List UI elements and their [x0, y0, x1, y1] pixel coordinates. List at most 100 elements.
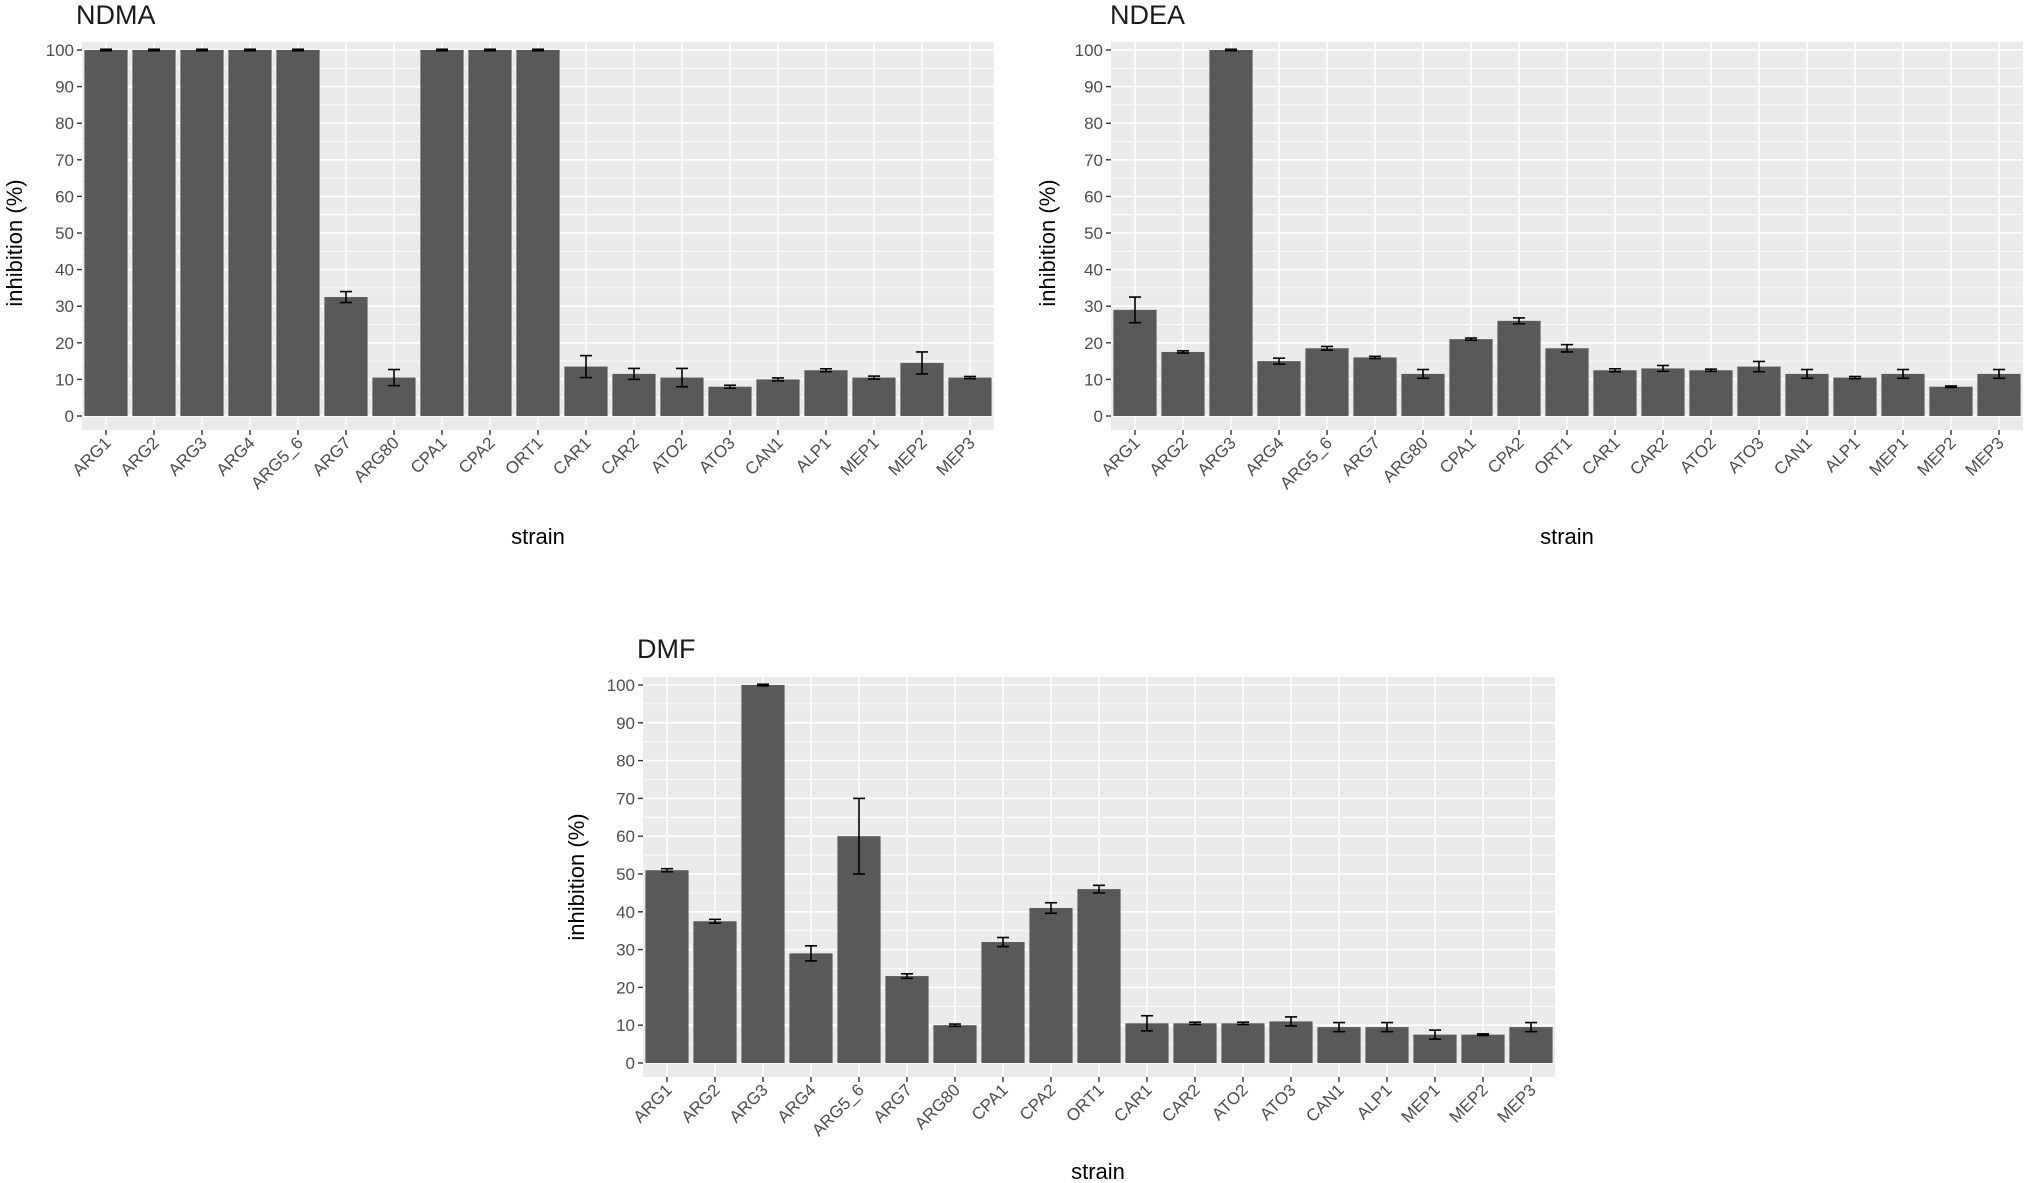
error-bar	[1848, 375, 1862, 380]
bar-cpa1	[981, 942, 1025, 1063]
y-tick-label: 90	[1084, 78, 1103, 97]
y-tick-label: 70	[616, 789, 635, 808]
error-bar	[660, 867, 674, 873]
bar-arg4	[228, 50, 272, 416]
bar-ato3	[1269, 1021, 1313, 1063]
error-bar	[435, 48, 449, 52]
x-tick-label: ATO2	[1208, 1080, 1252, 1124]
bar-ato2	[1689, 370, 1733, 416]
bar-arg4	[789, 953, 833, 1063]
x-tick-label: MEP2	[1446, 1080, 1492, 1126]
x-tick-label: CAR2	[597, 433, 643, 479]
x-tick-label: CAR1	[1110, 1080, 1156, 1126]
error-bar	[1896, 368, 1910, 380]
bar-arg4	[1257, 361, 1301, 416]
x-tick-label: ATO3	[1256, 1080, 1300, 1124]
bar-arg2	[1161, 351, 1205, 416]
bar-can1	[1317, 1027, 1361, 1063]
bar-ato3	[708, 386, 752, 416]
error-bar	[1128, 296, 1142, 324]
bar-arg1	[1113, 309, 1157, 416]
chart-title: NDMA	[76, 0, 156, 30]
error-bar	[531, 48, 545, 52]
bar-mep3	[1509, 1027, 1553, 1063]
bar-alp1	[1833, 377, 1877, 416]
bar-arg7	[1353, 357, 1397, 416]
error-bar	[675, 367, 689, 388]
error-bar	[387, 368, 401, 387]
x-tick-label: CPA2	[1016, 1080, 1060, 1124]
error-bar	[579, 354, 593, 379]
bar-ort1	[516, 50, 560, 416]
error-bar	[915, 351, 929, 375]
error-bar	[996, 936, 1010, 948]
x-tick-label: ALP1	[1821, 433, 1864, 476]
bar-cpa1	[1449, 339, 1493, 416]
bar-cpa2	[1497, 320, 1541, 416]
error-bar	[1320, 345, 1334, 351]
error-bar	[804, 945, 818, 962]
bar-alp1	[804, 370, 848, 416]
bar-can1	[1785, 373, 1829, 416]
error-bar	[147, 48, 161, 52]
bar-arg2	[693, 921, 737, 1063]
x-tick-label: ARG80	[911, 1080, 964, 1133]
error-bar	[1188, 1021, 1202, 1026]
x-tick-label: ARG4	[1242, 433, 1288, 479]
bar-car2	[1641, 368, 1685, 416]
error-bar	[1236, 1021, 1250, 1026]
x-tick-label: ARG4	[774, 1080, 820, 1126]
y-tick-label: 30	[616, 941, 635, 960]
y-tick-label: 0	[65, 407, 74, 426]
bar-ato2	[1221, 1023, 1265, 1063]
y-axis-title: inhibition (%)	[1035, 179, 1060, 306]
y-tick-label: 30	[1084, 297, 1103, 316]
error-bar	[1464, 337, 1478, 342]
error-bar	[483, 48, 497, 52]
error-bar	[291, 48, 305, 52]
x-tick-label: ARG2	[117, 433, 163, 479]
x-tick-label: ARG3	[726, 1080, 772, 1126]
error-bar	[627, 367, 641, 381]
bar-mep3	[1977, 373, 2021, 416]
x-tick-label: CAR2	[1626, 433, 1672, 479]
x-tick-label: CAN1	[1302, 1080, 1348, 1126]
y-tick-label: 60	[55, 187, 74, 206]
error-bar	[1044, 901, 1058, 915]
y-tick-label: 0	[626, 1054, 635, 1073]
y-tick-label: 40	[616, 903, 635, 922]
error-bar	[1416, 368, 1430, 380]
x-tick-label: ORT1	[502, 433, 547, 478]
x-tick-label: CPA1	[407, 433, 451, 477]
error-bar	[1092, 884, 1106, 894]
x-tick-label: ARG5_6	[1276, 433, 1336, 493]
x-tick-label: CPA1	[1436, 433, 1480, 477]
error-bar	[771, 377, 785, 382]
bar-arg80	[933, 1025, 977, 1063]
x-tick-label: ARG7	[309, 433, 355, 479]
bar-mep2	[1929, 386, 1973, 416]
y-tick-label: 70	[55, 151, 74, 170]
x-tick-label: ATO2	[647, 433, 691, 477]
error-bar	[819, 367, 833, 373]
bar-alp1	[1365, 1027, 1409, 1063]
error-bar	[1476, 1033, 1490, 1037]
x-tick-label: ATO2	[1676, 433, 1720, 477]
error-bar	[1512, 317, 1526, 325]
y-tick-label: 100	[46, 41, 74, 60]
y-tick-label: 30	[55, 297, 74, 316]
x-tick-label: MEP2	[1914, 433, 1960, 479]
bar-ort1	[1077, 889, 1121, 1063]
bar-arg5-6	[1305, 348, 1349, 416]
bar-arg7	[885, 976, 929, 1063]
y-tick-label: 40	[55, 261, 74, 280]
bar-arg3	[1209, 50, 1253, 416]
y-tick-label: 90	[616, 714, 635, 733]
x-tick-label: CPA2	[1484, 433, 1528, 477]
error-bar	[1224, 48, 1238, 52]
error-bar	[339, 290, 353, 304]
bar-arg1	[84, 50, 128, 416]
x-tick-label: ARG2	[678, 1080, 724, 1126]
